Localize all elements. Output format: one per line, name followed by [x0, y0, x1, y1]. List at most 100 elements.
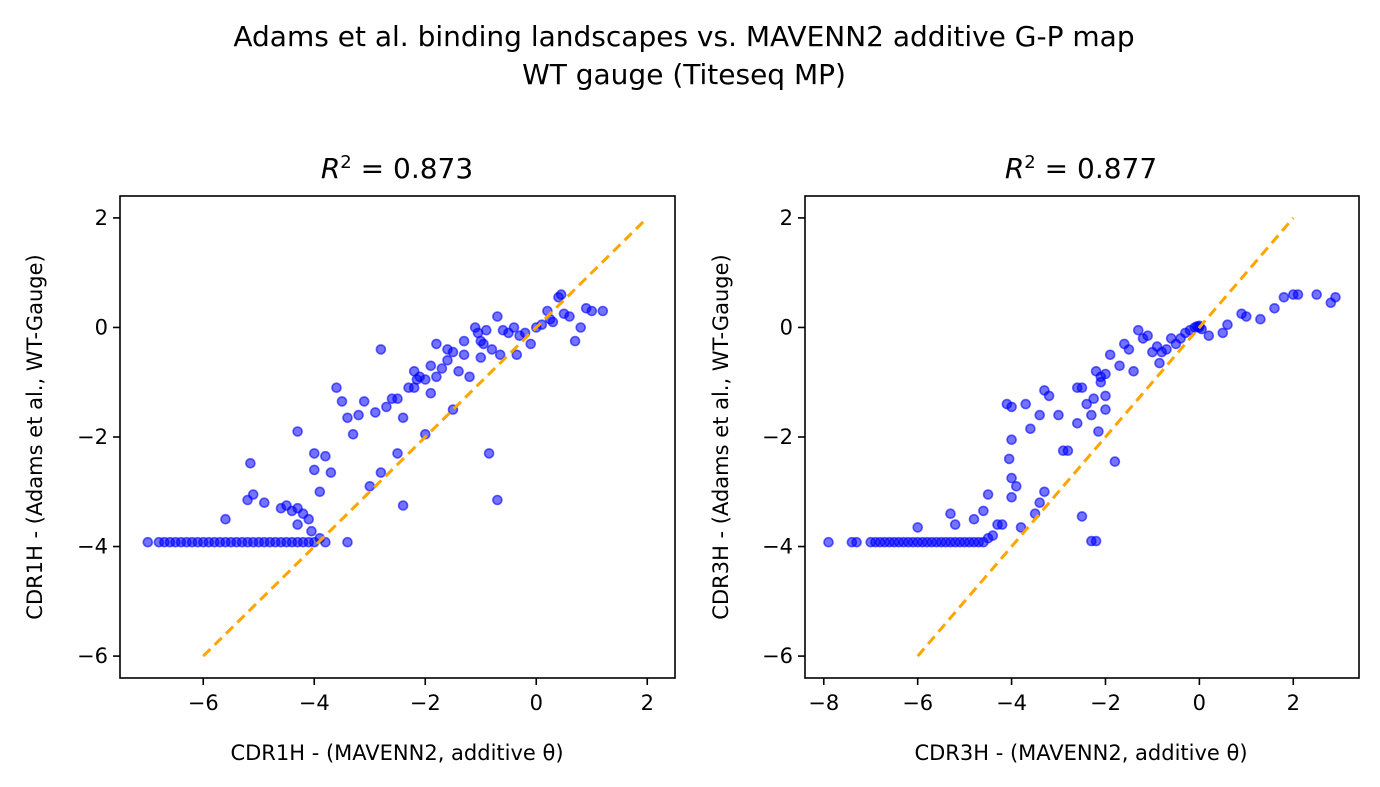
data-point	[508, 322, 520, 333]
x-axis-label: CDR1H - (MAVENN2, additive θ)	[230, 741, 563, 765]
data-point	[1090, 535, 1102, 547]
data-point	[586, 305, 598, 317]
data-point	[569, 335, 581, 347]
x-tick-label: 2	[641, 691, 654, 715]
data-point	[1025, 423, 1036, 435]
figure-suptitle-line1: Adams et al. binding landscapes vs. MAVE…	[233, 20, 1134, 53]
y-tick-label: 0	[95, 315, 108, 339]
data-point	[1006, 472, 1017, 484]
data-point	[342, 412, 353, 424]
data-point	[483, 448, 495, 459]
data-point	[1100, 390, 1111, 402]
data-point	[1100, 368, 1111, 380]
data-point	[336, 396, 348, 407]
y-tick-label: −4	[77, 535, 108, 559]
data-point	[397, 412, 409, 424]
data-point	[258, 497, 270, 509]
data-point	[949, 519, 961, 530]
data-point	[397, 500, 409, 511]
panel-title: R2 = 0.877	[1005, 152, 1157, 186]
data-point	[292, 519, 303, 530]
data-point	[987, 530, 999, 541]
data-point	[1114, 360, 1125, 372]
x-axis-label: CDR3H - (MAVENN2, additive θ)	[914, 741, 1247, 765]
y-tick-label: −6	[762, 644, 793, 668]
data-point	[247, 489, 259, 500]
data-point	[314, 486, 326, 498]
data-point	[494, 349, 506, 361]
data-point	[1088, 393, 1099, 405]
data-point	[1010, 480, 1022, 492]
data-point	[1203, 330, 1215, 342]
data-point	[823, 536, 834, 548]
data-point	[1236, 308, 1247, 320]
x-tick-label: −8	[808, 691, 839, 715]
data-point	[1217, 327, 1229, 339]
data-point	[308, 464, 320, 476]
data-point	[978, 505, 989, 517]
y-tick-label: −2	[77, 425, 108, 449]
data-point	[945, 508, 956, 520]
y-axis-ticks: −6 −4 −2 0 2	[77, 206, 120, 668]
data-point	[308, 448, 320, 459]
data-point	[1128, 365, 1139, 377]
y-tick-label: −4	[762, 535, 793, 559]
identity-line	[916, 216, 1295, 658]
data-point	[245, 457, 256, 469]
x-axis-ticks: −8 −6 −4 −2 0 2	[808, 678, 1300, 715]
data-point	[1039, 486, 1050, 498]
data-point	[358, 396, 370, 407]
x-tick-label: −2	[1090, 691, 1121, 715]
data-point	[912, 522, 924, 533]
data-point	[525, 338, 537, 350]
data-point	[1311, 289, 1322, 300]
data-point	[303, 513, 315, 525]
data-point	[1278, 291, 1290, 303]
y-tick-label: 2	[95, 206, 108, 230]
data-point	[1086, 409, 1097, 421]
data-point	[369, 407, 381, 418]
data-point	[458, 349, 470, 361]
y-tick-label: 0	[780, 315, 793, 339]
x-tick-label: 0	[1193, 691, 1206, 715]
figure-suptitle-line2: WT gauge (Titeseq MP)	[522, 58, 846, 91]
data-point	[142, 536, 154, 548]
x-tick-label: −4	[996, 691, 1027, 715]
y-tick-label: 2	[780, 206, 793, 230]
data-point	[1142, 330, 1153, 342]
data-point	[1076, 511, 1088, 522]
x-tick-label: −4	[299, 691, 330, 715]
data-point	[453, 365, 464, 377]
data-point	[982, 489, 994, 500]
x-tick-label: −2	[410, 691, 441, 715]
data-point	[1222, 319, 1233, 331]
data-point	[353, 409, 364, 421]
plot-frame	[804, 195, 1360, 679]
data-point	[1034, 497, 1045, 509]
data-point	[331, 382, 342, 394]
data-point	[597, 305, 609, 317]
data-point	[425, 387, 437, 399]
scatter-panel-cdr1h: R2 = 0.873 −6 −4 −2 0 2 −6 −4 −2 0 2 CDR1H - (MA…	[23, 152, 676, 765]
data-point	[1015, 522, 1027, 533]
data-point	[220, 513, 231, 525]
data-point	[1133, 324, 1144, 336]
data-point	[425, 360, 437, 372]
data-point	[325, 467, 337, 478]
data-point	[1161, 344, 1172, 355]
data-point	[1006, 434, 1017, 446]
identity-line	[202, 216, 649, 658]
x-axis-ticks: −6 −4 −2 0 2	[188, 678, 654, 715]
y-axis-ticks: −6 −4 −2 0 2	[762, 206, 805, 668]
y-tick-label: −2	[762, 425, 793, 449]
data-point	[492, 311, 503, 322]
x-tick-label: 2	[1287, 691, 1300, 715]
x-tick-label: −6	[188, 691, 219, 715]
data-point	[1292, 289, 1304, 300]
data-point	[436, 363, 448, 374]
data-point	[464, 371, 475, 383]
plot-frame	[119, 195, 676, 679]
data-point	[411, 374, 423, 385]
data-point	[392, 448, 403, 459]
